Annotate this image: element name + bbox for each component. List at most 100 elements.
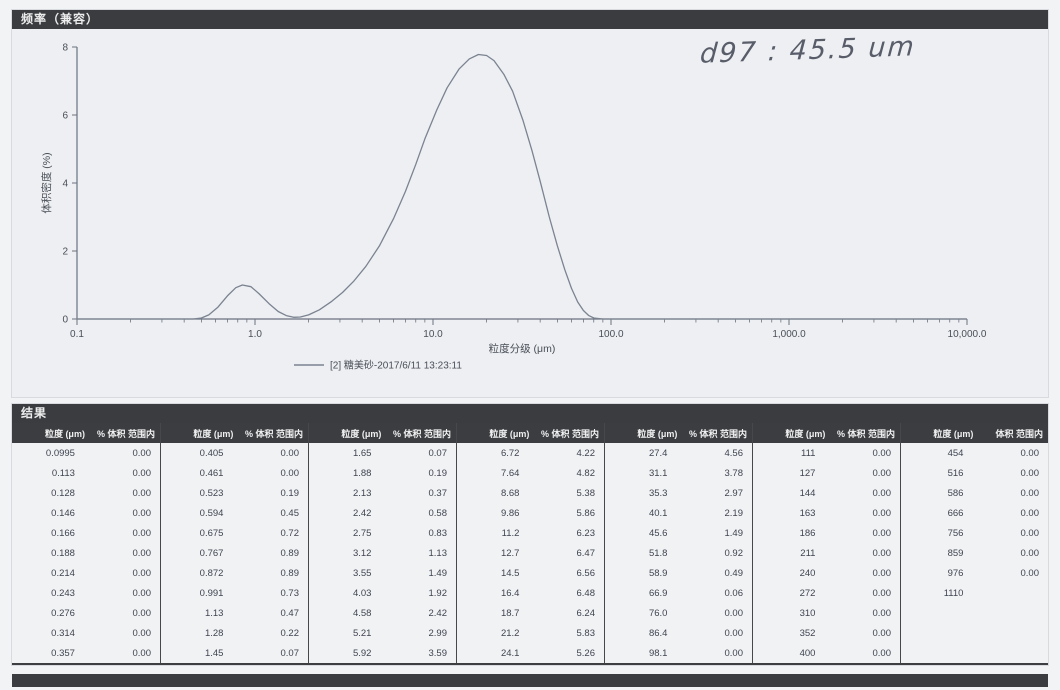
pct-volume-value-cell: 0.73 <box>280 587 299 599</box>
table-column-group: 粒度 (μm) % 体积 范围内 27.4 4.56 31.1 3.78 35.3 2.97 4… <box>604 423 752 663</box>
size-value-cell: 40.1 <box>648 507 668 519</box>
legend-label: [2] 糖美砂-2017/6/11 13:23:11 <box>330 359 462 372</box>
size-value-cell: 86.4 <box>648 627 668 639</box>
pct-volume-value-cell: 0.00 <box>280 447 299 459</box>
table-row: 516 0.00 <box>901 463 1048 483</box>
size-value-cell: 12.7 <box>500 547 520 559</box>
size-value-cell: 5.21 <box>352 627 372 639</box>
table-column-group: 粒度 (μm) 体积 范围内 454 0.00 516 0.00 586 0.00 666 0.0… <box>900 423 1048 663</box>
pct-volume-value-cell: 0.07 <box>428 447 447 459</box>
size-value-cell: 51.8 <box>648 547 668 559</box>
x-tick-label: 100.0 <box>598 329 623 340</box>
table-row: 0.0995 0.00 <box>12 443 160 463</box>
size-header-label: 粒度 (μm) <box>44 428 85 439</box>
table-row: 0.214 0.00 <box>12 563 160 583</box>
table-row: 4.58 2.42 <box>309 603 456 623</box>
size-value-cell: 21.2 <box>500 627 520 639</box>
pct-volume-value-cell: 0.00 <box>872 527 891 539</box>
x-tick-label: 0.1 <box>70 329 84 340</box>
size-value-cell: 516 <box>947 467 964 479</box>
y-tick-label: 6 <box>62 111 68 122</box>
chart-area: 0 2 4 6 8 0.1 1.0 10.0 100.0 1,000.0 10,000.0 粒度分级 … <box>12 29 1048 397</box>
table-row: 51.8 0.92 <box>605 543 752 563</box>
size-value-cell: 1.65 <box>352 447 372 459</box>
pct-volume-value-cell: 0.00 <box>132 587 151 599</box>
table-row: 5.21 2.99 <box>309 623 456 643</box>
size-value-cell: 58.9 <box>648 567 668 579</box>
table-row: 0.243 0.00 <box>12 583 160 603</box>
frequency-chart-panel: 频率（兼容） 0 2 4 6 8 0.1 1.0 10.0 100.0 1,000.0 10,000… <box>12 10 1048 397</box>
pct-volume-value-cell: 0.19 <box>280 487 299 499</box>
size-value-cell: 6.72 <box>500 447 520 459</box>
pct-volume-value-cell: 4.22 <box>576 447 595 459</box>
table-column-header: 粒度 (μm) 体积 范围内 <box>901 423 1048 443</box>
pct-volume-value-cell: 0.00 <box>132 547 151 559</box>
size-value-cell: 976 <box>947 567 964 579</box>
y-tick-label: 8 <box>62 43 68 54</box>
pct-volume-value-cell: 0.00 <box>132 607 151 619</box>
table-row: 12.7 6.47 <box>457 543 604 563</box>
table-row: 666 0.00 <box>901 503 1048 523</box>
pct-volume-value-cell: 0.00 <box>132 507 151 519</box>
table-column-group: 粒度 (μm)% 体积 范围内 0.405 0.00 0.461 0.00 0.523 0.… <box>160 423 308 663</box>
size-value-cell: 2.75 <box>352 527 372 539</box>
pct-volume-value-cell: 2.19 <box>724 507 743 519</box>
size-value-cell: 0.405 <box>199 447 224 459</box>
size-value-cell: 0.214 <box>51 567 75 579</box>
pct-volume-value-cell: 0.00 <box>872 547 891 559</box>
pct-volume-value-cell: 2.97 <box>724 487 743 499</box>
pct-volume-value-cell: 0.00 <box>132 627 151 639</box>
size-value-cell: 0.0995 <box>45 447 75 459</box>
pct-volume-value-cell: 0.00 <box>132 467 151 479</box>
y-tick-label: 4 <box>62 179 68 190</box>
pct-volume-value-cell: 0.49 <box>724 567 743 579</box>
pct-volume-value-cell: 0.00 <box>724 647 743 659</box>
size-value-cell: 24.1 <box>500 647 520 659</box>
size-header-label: 粒度 (μm) <box>785 428 826 439</box>
size-value-cell: 0.314 <box>51 627 75 639</box>
size-value-cell: 1.28 <box>204 627 224 639</box>
table-row <box>901 623 1048 643</box>
size-value-cell: 0.461 <box>199 467 224 479</box>
frequency-distribution-chart: 0 2 4 6 8 0.1 1.0 10.0 100.0 1,000.0 10,000.0 粒度分级 … <box>40 43 987 372</box>
pct-volume-value-cell: 0.19 <box>428 467 447 479</box>
size-value-cell: 163 <box>799 507 816 519</box>
table-row: 31.1 3.78 <box>605 463 752 483</box>
size-value-cell: 9.86 <box>500 507 520 519</box>
size-value-cell: 0.991 <box>199 587 224 599</box>
pct-volume-header-label: % 体积 范围内 <box>688 428 747 439</box>
results-table: 粒度 (μm)% 体积 范围内 0.0995 0.00 0.113 0.00 0.128 0… <box>12 423 1048 665</box>
pct-volume-value-cell: 0.00 <box>872 627 891 639</box>
x-tick-label: 1,000.0 <box>772 329 806 340</box>
size-value-cell: 76.0 <box>648 607 668 619</box>
table-row: 14.5 6.56 <box>457 563 604 583</box>
table-row: 58.9 0.49 <box>605 563 752 583</box>
y-tick-label: 2 <box>62 247 68 258</box>
size-value-cell: 0.243 <box>51 587 75 599</box>
size-value-cell: 3.12 <box>352 547 372 559</box>
pct-volume-value-cell: 0.00 <box>132 567 151 579</box>
pct-volume-value-cell: 1.92 <box>428 587 447 599</box>
table-row: 0.276 0.00 <box>12 603 160 623</box>
size-value-cell: 0.188 <box>51 547 75 559</box>
x-tick-label: 1.0 <box>248 329 262 340</box>
size-value-cell: 98.1 <box>648 647 668 659</box>
pct-volume-value-cell: 5.38 <box>576 487 595 499</box>
table-column-group: 粒度 (μm) % 体积 范围内 6.72 4.22 7.64 4.82 8.68 5.38 9… <box>456 423 604 663</box>
pct-volume-value-cell: 0.00 <box>872 487 891 499</box>
size-value-cell: 756 <box>947 527 964 539</box>
table-row: 35.3 2.97 <box>605 483 752 503</box>
table-row: 0.357 0.00 <box>12 643 160 663</box>
size-value-cell: 400 <box>799 647 816 659</box>
pct-volume-value-cell: 0.06 <box>724 587 743 599</box>
pct-volume-value-cell: 0.47 <box>280 607 299 619</box>
table-row: 1.45 0.07 <box>161 643 308 663</box>
size-value-cell: 11.2 <box>501 527 520 539</box>
size-value-cell: 2.42 <box>352 507 372 519</box>
table-row: 6.72 4.22 <box>457 443 604 463</box>
size-value-cell: 0.675 <box>199 527 224 539</box>
size-value-cell: 0.146 <box>51 507 75 519</box>
table-row: 859 0.00 <box>901 543 1048 563</box>
pct-volume-value-cell: 2.42 <box>428 607 447 619</box>
